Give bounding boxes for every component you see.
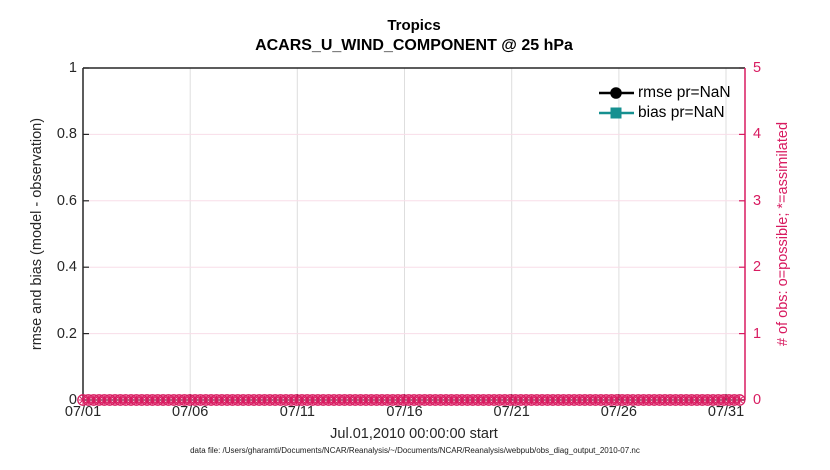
x-tick-label: 07/21 bbox=[493, 404, 530, 420]
right-y-axis-label: # of obs: o=possible; *=assimilated bbox=[775, 121, 791, 347]
x-axis-label: Jul.01,2010 00:00:00 start bbox=[330, 426, 498, 442]
x-tick-label: 07/01 bbox=[64, 404, 102, 420]
rmse-circle-marker-icon bbox=[599, 87, 634, 99]
right-y-tick-label: 2 bbox=[753, 259, 762, 276]
legend-label-rmse: rmse pr=NaN bbox=[638, 84, 731, 101]
data-file-caption: data file: /Users/gharamti/Documents/NCA… bbox=[190, 446, 640, 455]
obs-assimilated-markers bbox=[78, 395, 744, 405]
left-y-tick-label: 0.8 bbox=[56, 126, 77, 143]
x-tick-label: 07/26 bbox=[600, 404, 637, 420]
left-y-tick-label: 0.2 bbox=[56, 325, 77, 342]
right-y-tick-label: 4 bbox=[753, 126, 762, 143]
legend-label-bias: bias pr=NaN bbox=[638, 104, 725, 121]
legend-entry-rmse: rmse pr=NaN bbox=[598, 83, 731, 103]
right-y-tick-label: 1 bbox=[753, 325, 762, 342]
x-tick-label: 07/11 bbox=[279, 404, 315, 420]
chart-subtitle: ACARS_U_WIND_COMPONENT @ 25 hPa bbox=[255, 37, 573, 54]
legend-entry-bias: bias pr=NaN bbox=[598, 103, 725, 123]
x-tick-label: 07/31 bbox=[707, 404, 745, 420]
left-y-tick-label: 1 bbox=[68, 60, 77, 76]
left-y-tick-label: 0 bbox=[68, 392, 77, 408]
x-tick-label: 07/06 bbox=[172, 404, 209, 420]
chart-title: Tropics bbox=[387, 17, 441, 34]
left-y-tick-label: 0.4 bbox=[56, 259, 77, 276]
right-y-tick-label: 5 bbox=[753, 60, 762, 76]
right-y-tick-label: 3 bbox=[753, 192, 762, 209]
bias-square-marker-icon bbox=[599, 107, 634, 119]
left-y-axis-label: rmse and bias (model - observation) bbox=[29, 117, 45, 351]
x-tick-label: 07/16 bbox=[386, 404, 423, 420]
left-y-tick-label: 0.6 bbox=[56, 192, 77, 209]
right-y-tick-label: 0 bbox=[753, 392, 762, 408]
